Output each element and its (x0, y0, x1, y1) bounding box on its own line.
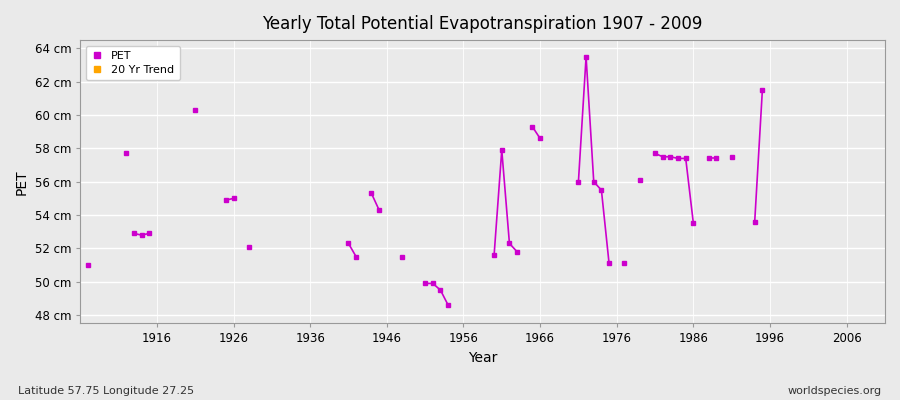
Legend: PET, 20 Yr Trend: PET, 20 Yr Trend (86, 46, 180, 80)
X-axis label: Year: Year (468, 351, 498, 365)
Title: Yearly Total Potential Evapotranspiration 1907 - 2009: Yearly Total Potential Evapotranspiratio… (263, 15, 703, 33)
Y-axis label: PET: PET (15, 169, 29, 194)
Text: Latitude 57.75 Longitude 27.25: Latitude 57.75 Longitude 27.25 (18, 386, 194, 396)
Text: worldspecies.org: worldspecies.org (788, 386, 882, 396)
